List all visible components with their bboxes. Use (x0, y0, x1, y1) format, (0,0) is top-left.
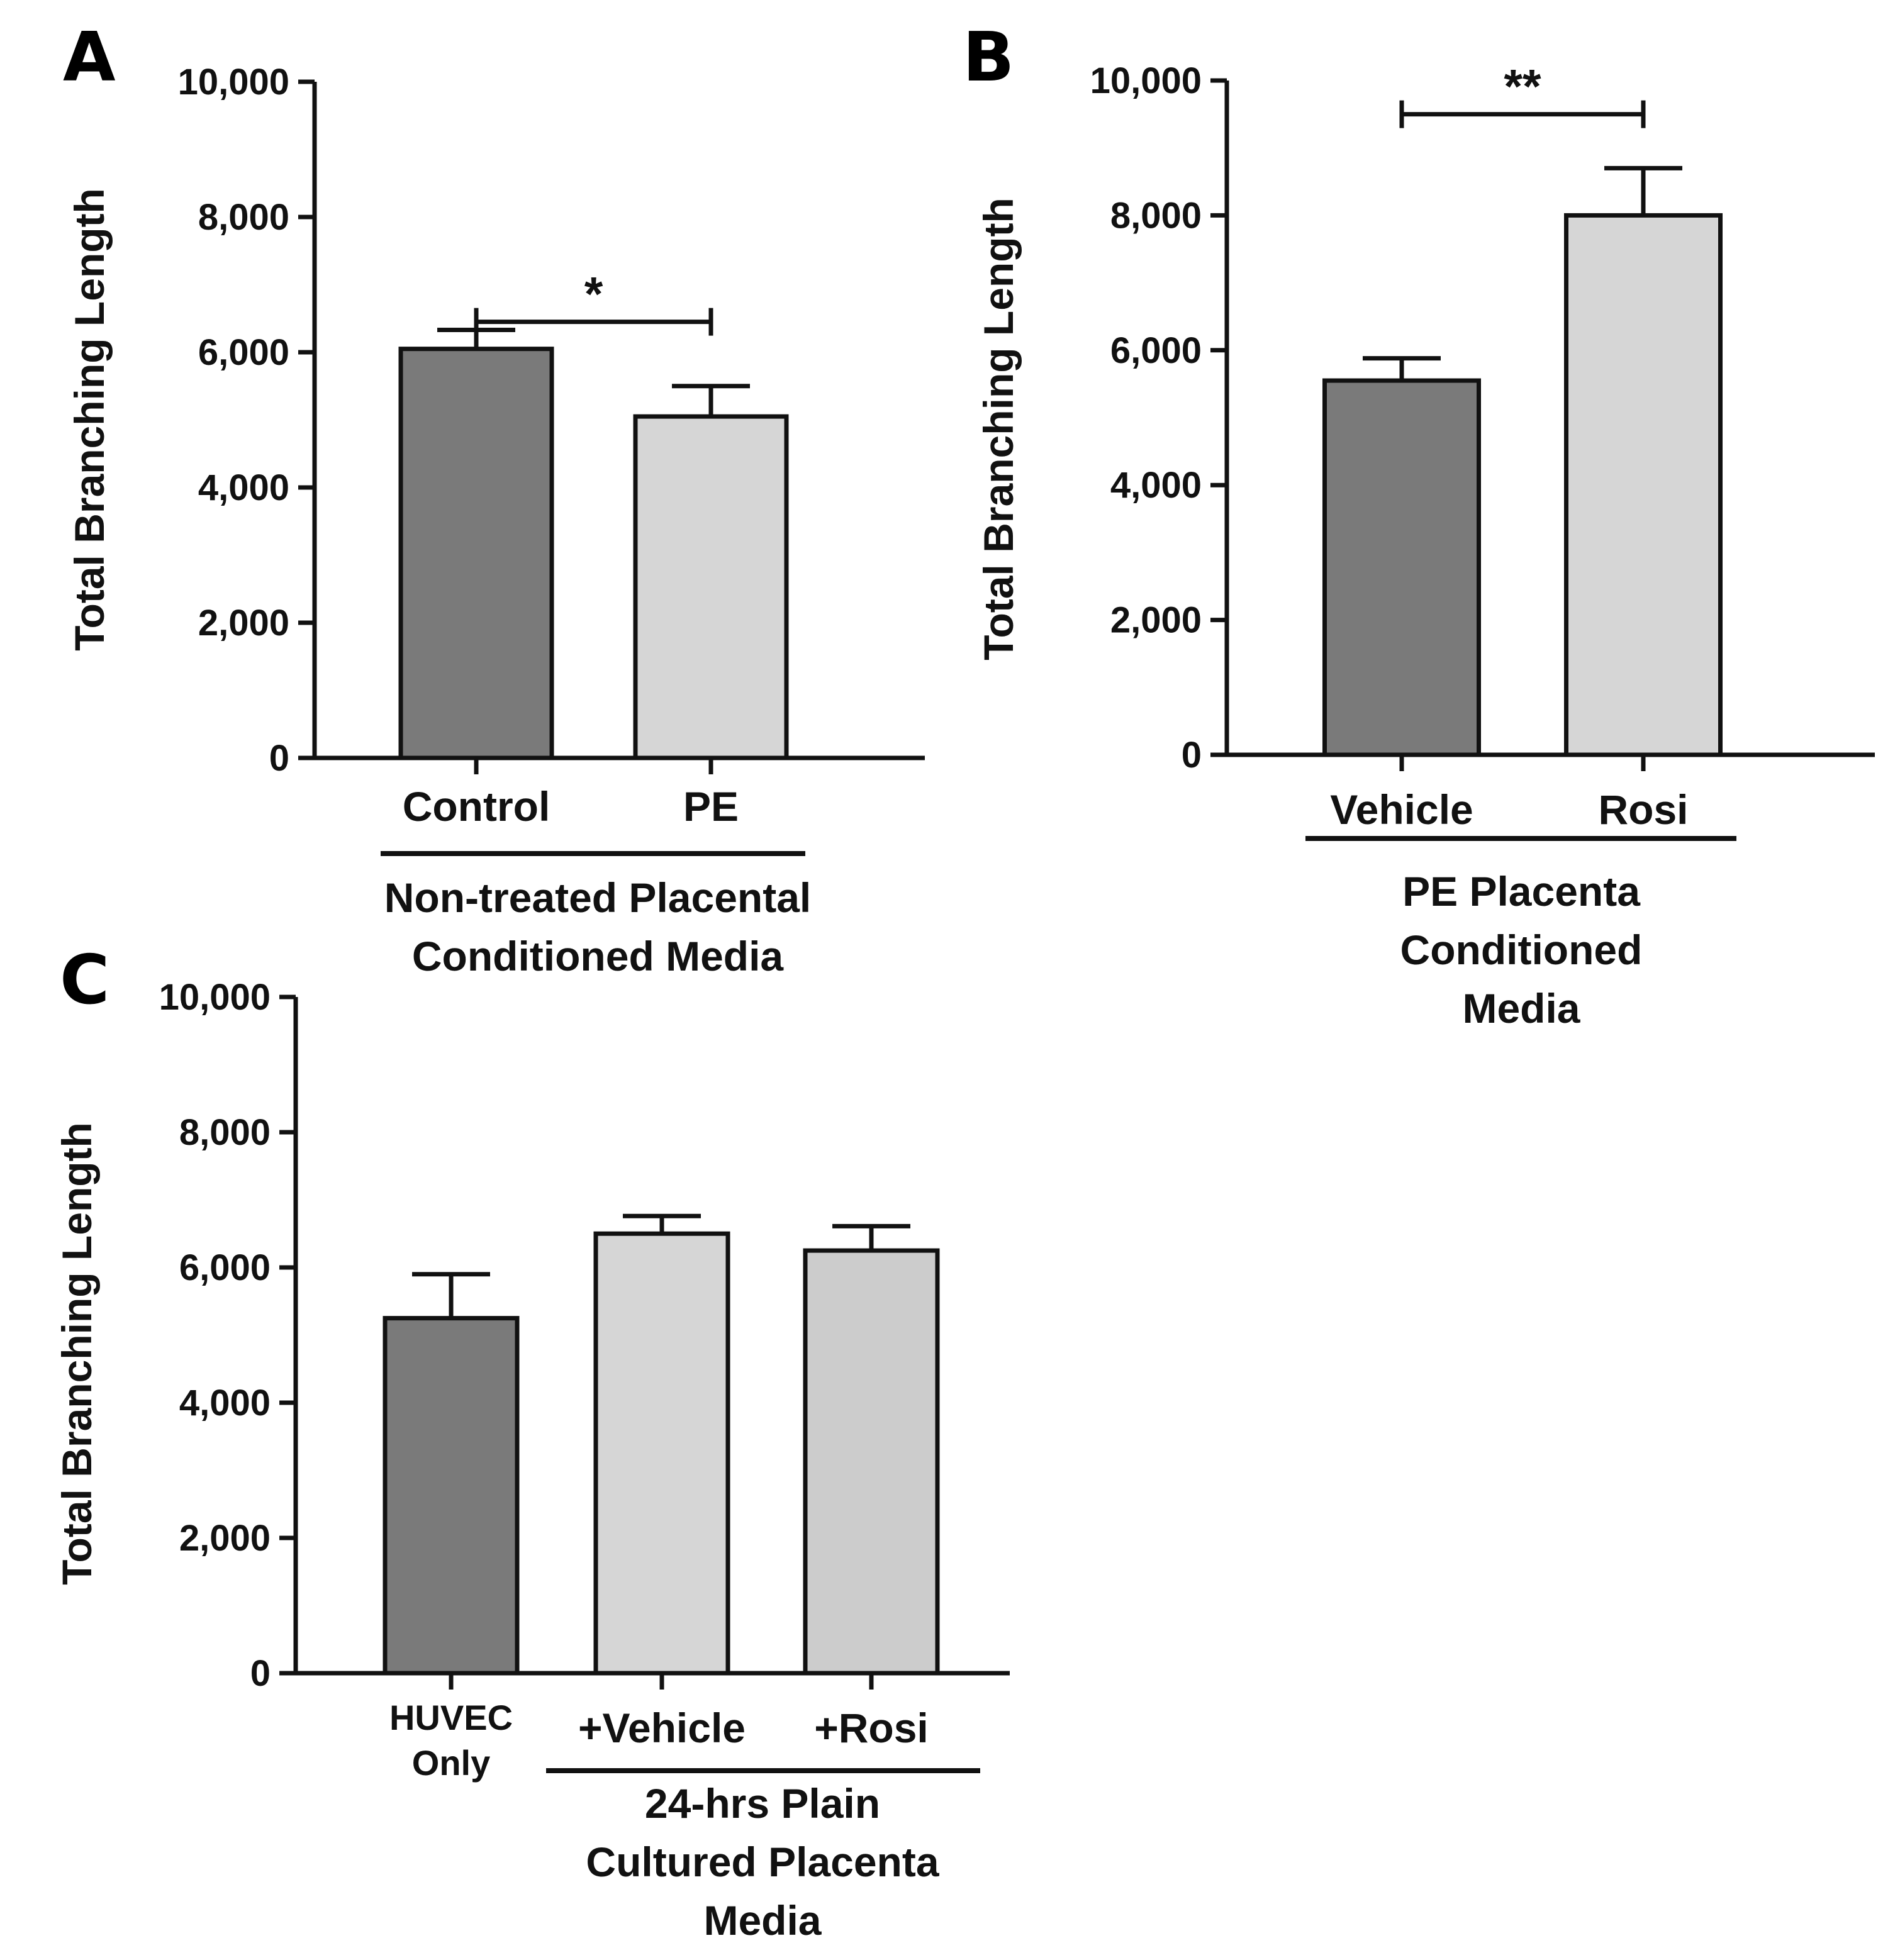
category-label: +Rosi (814, 1705, 929, 1751)
y-axis-title: Total Branching Length (66, 188, 113, 651)
y-tick-label: 0 (250, 1653, 271, 1694)
y-tick-label: 10,000 (178, 62, 289, 103)
y-axis-title: Total Branching Length (53, 1122, 100, 1585)
panel-a-chart: A 0 2,000 4,000 6,000 8,000 10,000 Total Branc… (63, 18, 925, 979)
y-tick-label: 4,000 (179, 1383, 271, 1423)
y-tick-label: 6,000 (1110, 330, 1202, 371)
bar-1 (1322, 378, 1481, 757)
y-tick-label: 8,000 (179, 1112, 271, 1153)
bar-2 (633, 414, 789, 760)
group-label: 24-hrs Plain (645, 1780, 880, 1827)
panel-letter-b: B (963, 18, 1014, 97)
significance-label: ** (1504, 60, 1541, 114)
y-tick-label: 6,000 (198, 332, 289, 373)
y-axis-title: Total Branching Length (975, 198, 1022, 660)
y-tick-label: 2,000 (1110, 600, 1202, 641)
bar-1 (383, 1316, 520, 1676)
bar-3 (803, 1248, 940, 1676)
panel-letter-c: C (60, 941, 109, 1020)
y-tick-label: 2,000 (179, 1518, 271, 1559)
bar-2 (593, 1231, 730, 1676)
y-tick-label: 10,000 (1090, 60, 1202, 101)
y-tick-label: 8,000 (198, 197, 289, 238)
group-label: Conditioned Media (412, 933, 785, 979)
category-label: Only (412, 1743, 490, 1783)
y-tick-label: 6,000 (179, 1247, 271, 1288)
bar-2 (1564, 213, 1723, 757)
y-tick-label: 0 (1182, 735, 1202, 776)
group-label: PE Placenta (1402, 868, 1641, 915)
y-tick-label: 4,000 (198, 467, 289, 508)
group-label: Media (1462, 985, 1580, 1032)
category-label: HUVEC (389, 1698, 513, 1737)
category-label: +Vehicle (578, 1705, 746, 1751)
category-label: PE (683, 783, 739, 830)
y-tick-label: 4,000 (1110, 465, 1202, 506)
panel-letter-a: A (63, 18, 116, 97)
group-label: Cultured Placenta (586, 1839, 939, 1885)
group-label: Non-treated Placental (384, 874, 812, 921)
y-tick-label: 0 (269, 738, 289, 779)
group-label: Conditioned (1400, 927, 1643, 973)
category-label: Vehicle (1330, 786, 1473, 833)
y-tick-label: 2,000 (198, 603, 289, 643)
category-label: Rosi (1598, 786, 1688, 833)
category-label: Control (403, 783, 550, 830)
panel-c-chart: C 0 2,000 4,000 6,000 8,000 10,000 Total Branc… (53, 941, 1010, 1944)
group-label: Media (703, 1897, 822, 1944)
y-tick-label: 8,000 (1110, 195, 1202, 236)
significance-label: * (584, 268, 603, 321)
y-tick-label: 10,000 (159, 977, 271, 1018)
bar-1 (398, 347, 554, 760)
panel-b-chart: B 0 2,000 4,000 6,000 8,000 10,000 Total Branc… (963, 18, 1875, 1032)
